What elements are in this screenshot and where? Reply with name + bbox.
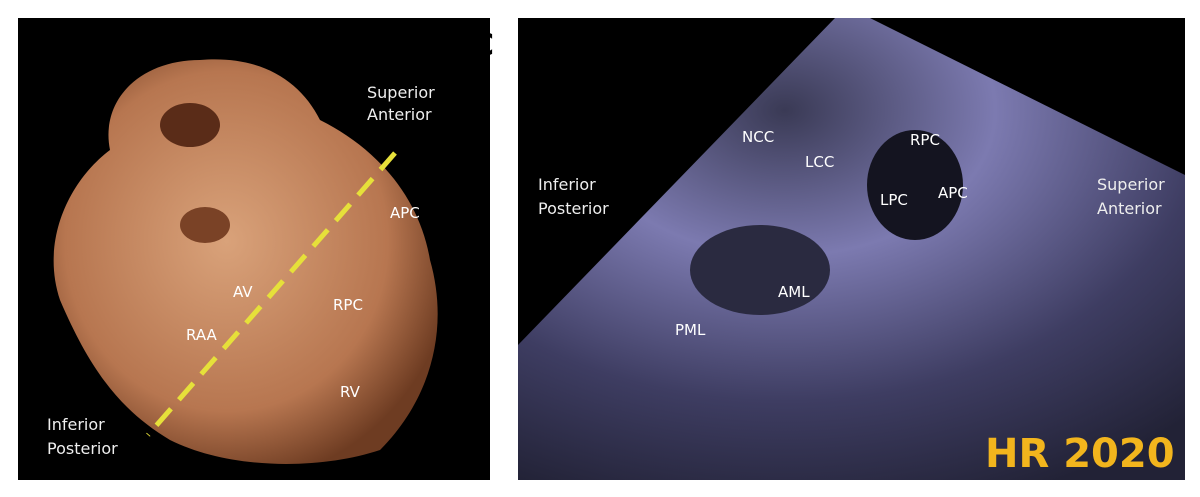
heart-photo <box>53 59 438 464</box>
anatomy-label: NCC <box>742 128 774 146</box>
anatomy-label: RV <box>340 383 361 401</box>
anatomy-label: LPC <box>880 191 908 209</box>
orientation-label: Inferior <box>538 175 596 194</box>
anatomy-label: AML <box>778 283 810 301</box>
echo-sector <box>518 18 1185 480</box>
panel-letter: C <box>472 28 494 63</box>
anatomy-label: RAA <box>186 326 217 344</box>
anatomy-label: APC <box>390 204 420 222</box>
vessel <box>160 103 220 147</box>
vessel <box>180 207 230 243</box>
echo-cavity <box>867 130 963 240</box>
orientation-label: Anterior <box>367 105 432 124</box>
anatomy-label: AV <box>233 283 253 301</box>
cut-plane <box>146 151 397 437</box>
anatomy-label: RPC <box>333 296 363 314</box>
orientation-label: Inferior <box>47 415 105 434</box>
orientation-label: Posterior <box>47 439 118 458</box>
echo-cavity <box>690 225 830 315</box>
anatomy-label: RPC <box>910 131 940 149</box>
anatomy-label: PML <box>675 321 706 339</box>
orientation-label: Anterior <box>1097 199 1162 218</box>
orientation-label: Superior <box>367 83 435 102</box>
anatomy-label: APC <box>938 184 968 202</box>
watermark: HR 2020 <box>985 431 1175 477</box>
anatomy-label: LCC <box>805 153 834 171</box>
orientation-label: Posterior <box>538 199 609 218</box>
orientation-label: Superior <box>1097 175 1165 194</box>
